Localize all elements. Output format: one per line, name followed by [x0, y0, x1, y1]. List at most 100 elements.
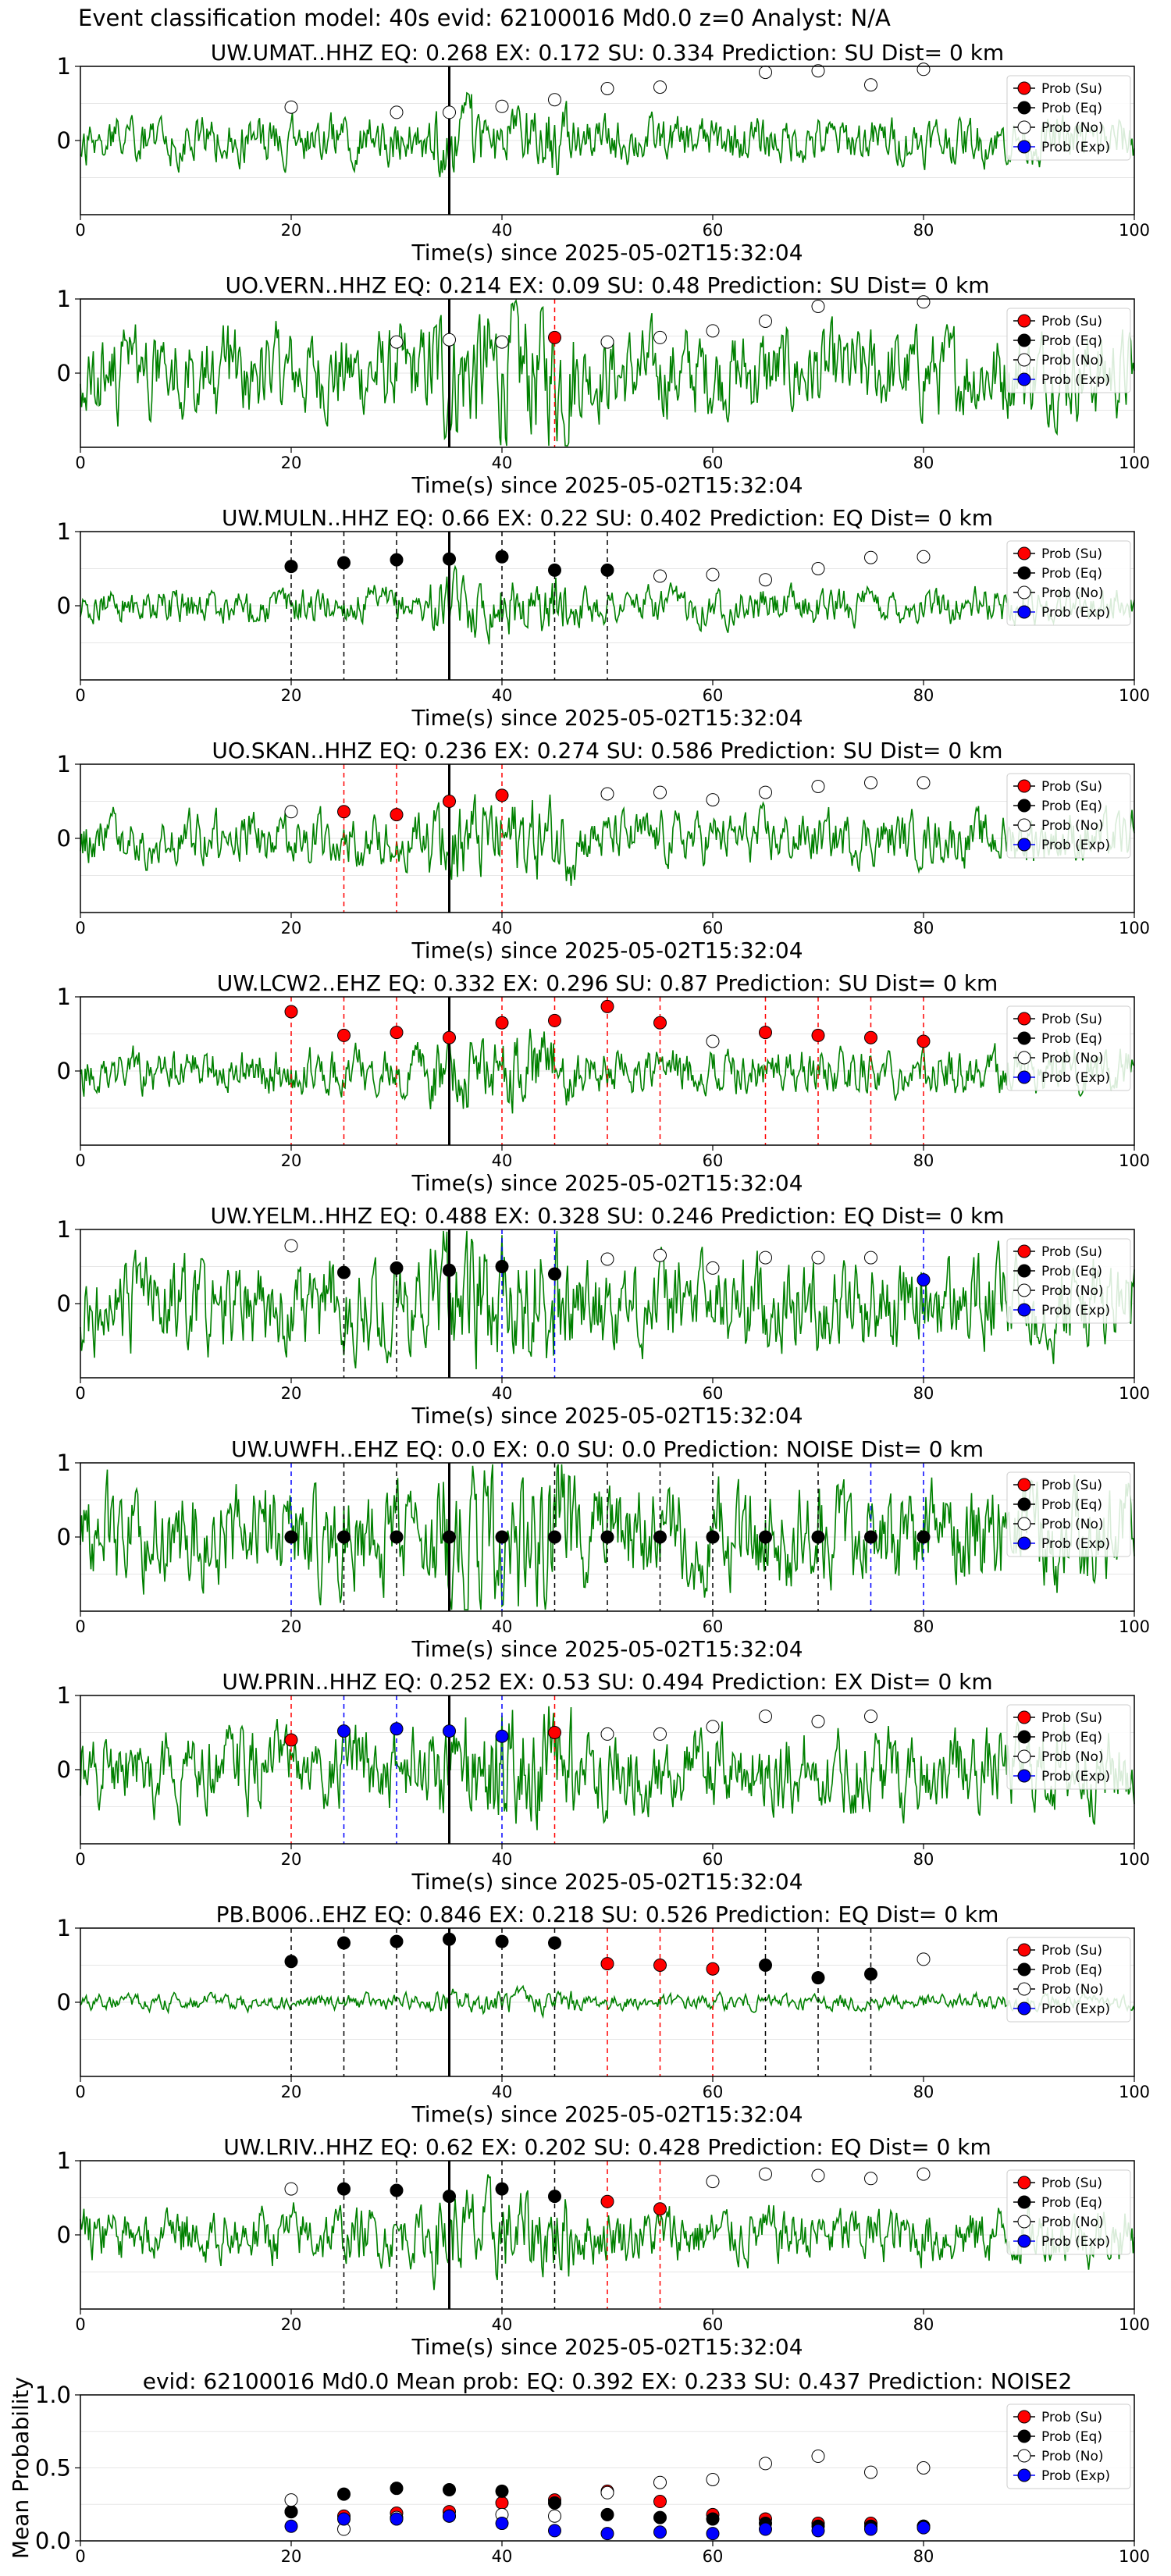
x-tick-label: 40 [492, 1617, 513, 1636]
prob-point-eq [390, 1261, 404, 1275]
figure-title: Event classification model: 40s evid: 62… [78, 5, 891, 31]
prob-point-no [811, 562, 825, 575]
prob-point-eq [443, 1932, 456, 1946]
legend-box [1006, 1937, 1131, 2023]
x-axis-label: Time(s) since 2025-05-02T15:32:04 [411, 240, 803, 265]
mean-point-eq [706, 2512, 720, 2526]
prob-point-no [811, 1714, 825, 1728]
panel-title: UW.LCW2..EHZ EQ: 0.332 EX: 0.296 SU: 0.8… [217, 970, 998, 996]
legend-label: Prob (Eq) [1041, 1031, 1102, 1047]
legend-marker-no [1017, 1517, 1031, 1531]
panel-6: UW.YELM..HHZ EQ: 0.488 EX: 0.328 SU: 0.2… [57, 1203, 1151, 1429]
legend-label: Prob (Eq) [1041, 333, 1102, 349]
mean-point-su [495, 2496, 509, 2510]
y-tick-label: 0 [57, 592, 71, 619]
prob-point-eq [600, 563, 614, 577]
legend-label: Prob (Su) [1041, 1244, 1102, 1260]
legend-label: Prob (Eq) [1041, 1962, 1102, 1978]
mean-point-su [653, 2495, 667, 2509]
x-tick-label: 0 [75, 1384, 85, 1403]
legend-marker-exp [1017, 1303, 1031, 1317]
prob-point-no [600, 335, 614, 349]
prob-point-eq [284, 1955, 298, 1969]
prob-point-eq [811, 1530, 825, 1544]
y-tick-label: 1 [57, 53, 71, 80]
legend-marker-no [1017, 1749, 1031, 1763]
legend-label: Prob (Eq) [1041, 1264, 1102, 1279]
x-tick-label: 80 [913, 1617, 934, 1636]
legend-label: Prob (No) [1041, 1749, 1104, 1765]
legend-marker-su [1017, 1012, 1031, 1026]
x-tick-label: 60 [703, 2083, 724, 2101]
x-tick-label: 40 [492, 919, 513, 938]
x-axis-label: Time(s) since 2025-05-02T15:32:04 [411, 705, 803, 731]
legend-marker-eq [1017, 1264, 1031, 1278]
prob-point-no [600, 82, 614, 95]
x-tick-label: 100 [1119, 1617, 1150, 1636]
prob-point-eq [759, 1959, 772, 1972]
prob-point-su [548, 330, 561, 344]
y-tick-label: 0 [57, 1756, 71, 1783]
mean-point-eq [390, 2482, 404, 2496]
prob-point-no [811, 300, 825, 313]
mean-point-eq [443, 2483, 456, 2497]
prob-point-eq [600, 1530, 614, 1544]
y-tick-label: 0 [57, 1058, 71, 1084]
x-tick-label: 40 [492, 686, 513, 705]
prob-point-su [548, 1013, 561, 1027]
legend-label: Prob (Exp) [1041, 1070, 1110, 1086]
mean-point-exp [495, 2517, 509, 2531]
prob-point-su [653, 1959, 667, 1972]
mean-point-no [864, 2465, 877, 2479]
y-tick-label: 0 [57, 1290, 71, 1317]
panel-10: UW.LRIV..HHZ EQ: 0.62 EX: 0.202 SU: 0.42… [57, 2134, 1151, 2360]
prob-point-no [917, 550, 931, 564]
legend-marker-exp [1017, 372, 1031, 386]
legend-marker-exp [1017, 838, 1031, 852]
mean-point-exp [653, 2525, 667, 2539]
mean-point-exp [864, 2522, 877, 2536]
panel-2: UO.VERN..HHZ EQ: 0.214 EX: 0.09 SU: 0.48… [57, 272, 1151, 498]
legend-label: Prob (No) [1041, 1517, 1104, 1532]
legend-marker-su [1017, 81, 1031, 95]
x-axis-label: Time(s) since 2025-05-02T15:32:04 [411, 938, 803, 963]
waveform-trace [80, 794, 1135, 886]
legend-label: Prob (Exp) [1041, 605, 1110, 621]
prob-point-eq [548, 1267, 561, 1281]
y-tick-label: 1 [57, 286, 71, 312]
x-tick-label: 20 [281, 2547, 302, 2566]
legend-marker-su [1017, 1478, 1031, 1492]
waveform-trace [80, 1464, 1135, 1610]
legend-label: Prob (No) [1041, 2449, 1104, 2464]
panel-title: UW.MULN..HHZ EQ: 0.66 EX: 0.22 SU: 0.402… [222, 505, 993, 531]
legend-label: Prob (Su) [1041, 546, 1102, 562]
legend-label: Prob (Eq) [1041, 566, 1102, 582]
y-tick-label: 1 [57, 518, 71, 545]
prob-point-eq [390, 2183, 404, 2197]
prob-point-no [811, 780, 825, 793]
x-tick-label: 100 [1119, 1151, 1150, 1170]
legend-marker-eq [1017, 1497, 1031, 1511]
y-tick-label: 0 [57, 2222, 71, 2248]
prob-point-no [284, 100, 298, 114]
x-tick-label: 100 [1119, 2547, 1150, 2566]
x-tick-label: 80 [913, 1384, 934, 1403]
prob-point-no [548, 93, 561, 107]
mean-point-exp [443, 2509, 456, 2523]
legend-label: Prob (Su) [1041, 1943, 1102, 1959]
legend-marker-no [1017, 1982, 1031, 1996]
x-tick-label: 60 [703, 221, 724, 240]
prob-point-no [443, 333, 456, 347]
panel-4: UO.SKAN..HHZ EQ: 0.236 EX: 0.274 SU: 0.5… [57, 738, 1151, 963]
prob-point-eq [759, 1530, 772, 1544]
x-tick-label: 60 [703, 686, 724, 705]
prob-point-eq [548, 1936, 561, 1950]
prob-point-eq [864, 1967, 877, 1981]
legend-label: Prob (Exp) [1041, 372, 1110, 388]
prob-point-no [284, 805, 298, 819]
legend-marker-eq [1017, 799, 1031, 813]
legend-marker-eq [1017, 566, 1031, 580]
legend-label: Prob (Exp) [1041, 1303, 1110, 1318]
x-tick-label: 60 [703, 919, 724, 938]
x-tick-label: 40 [492, 221, 513, 240]
